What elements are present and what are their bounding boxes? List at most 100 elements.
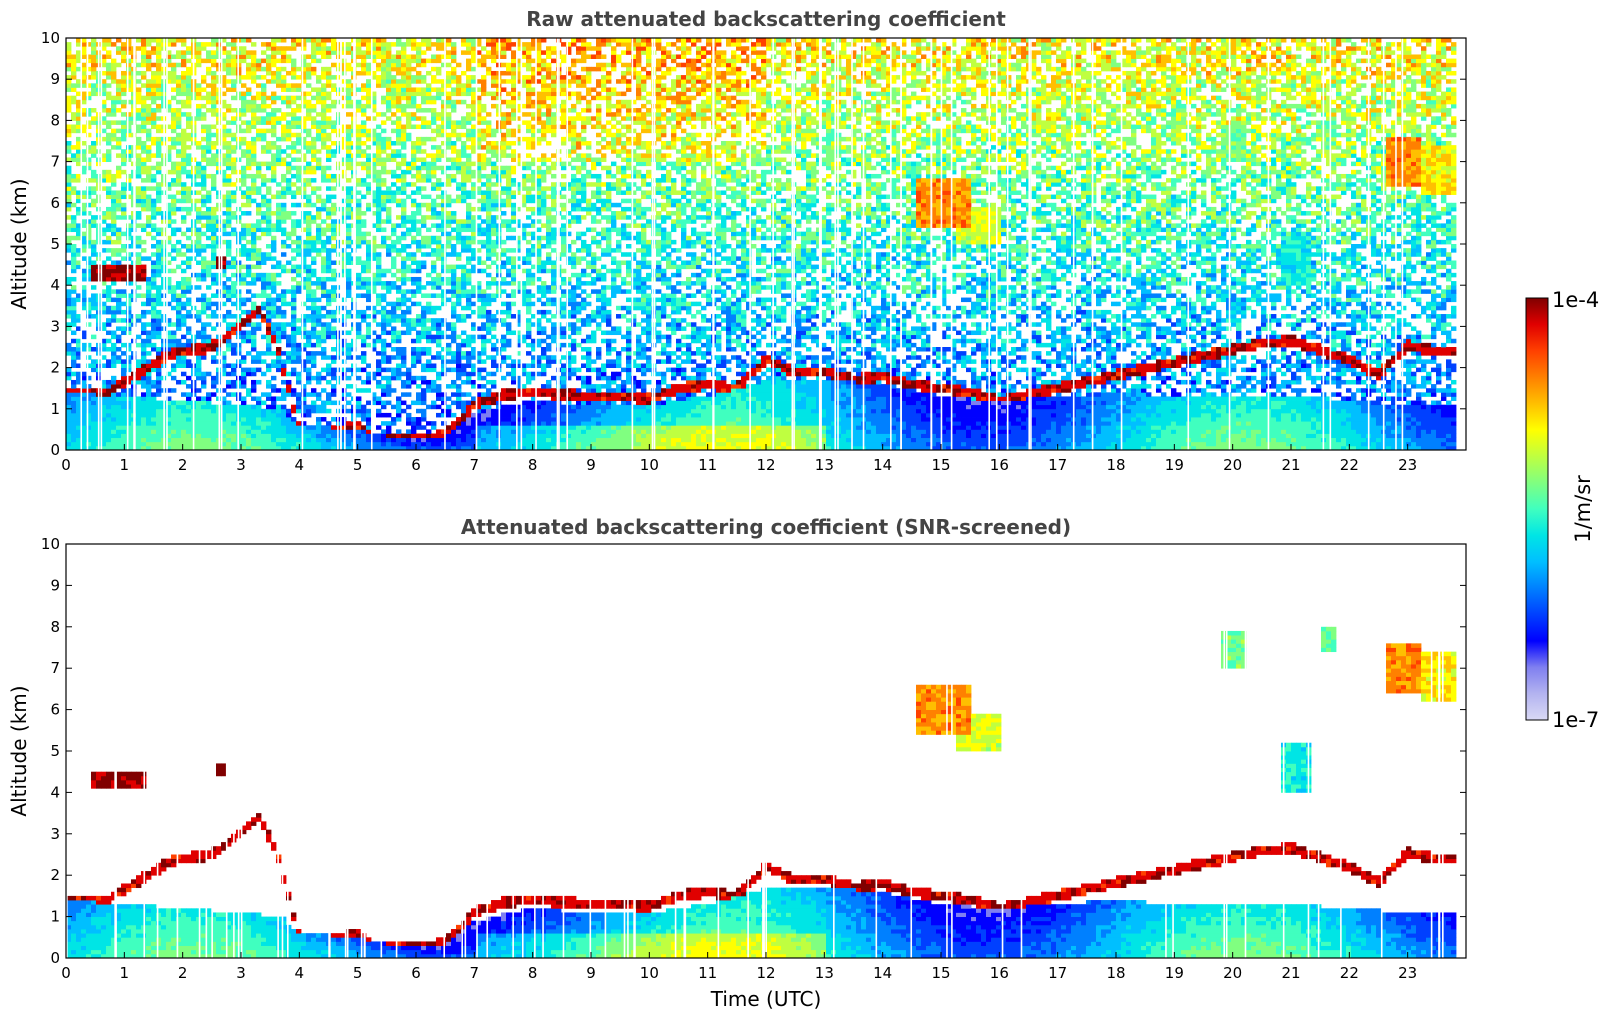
heatmap-cell: [281, 38, 287, 43]
heatmap-cell: [86, 244, 92, 249]
heatmap-cell: [306, 165, 312, 171]
heatmap-cell: [196, 112, 202, 117]
heatmap-cell: [211, 173, 217, 179]
heatmap-cell: [401, 178, 407, 183]
heatmap-cell: [226, 211, 232, 216]
heatmap-cell: [186, 50, 192, 55]
heatmap-cell: [146, 38, 152, 43]
heatmap-cell: [306, 293, 312, 298]
heatmap-cell: [156, 244, 162, 249]
heatmap-cell: [211, 153, 217, 158]
heatmap-cell: [346, 260, 352, 265]
heatmap-cell: [116, 141, 122, 146]
heatmap-cell: [266, 198, 272, 204]
heatmap-cell: [296, 132, 302, 138]
heatmap-cell: [126, 38, 132, 43]
heatmap-cell: [201, 112, 207, 117]
heatmap-cell: [411, 38, 417, 43]
heatmap-cell: [331, 326, 337, 331]
heatmap-cell: [411, 235, 417, 241]
heatmap-cell: [196, 91, 202, 97]
heatmap-cell: [276, 309, 282, 315]
heatmap-cell: [436, 388, 442, 393]
heatmap-cell: [221, 351, 227, 356]
heatmap-cell: [136, 91, 142, 97]
heatmap-cell: [311, 120, 317, 125]
heatmap-cell: [416, 54, 422, 59]
heatmap-cell: [221, 116, 227, 121]
heatmap-cell: [366, 281, 372, 286]
heatmap-cell: [246, 157, 252, 162]
heatmap-cell: [121, 70, 127, 76]
heatmap-cell: [421, 165, 427, 171]
heatmap-cell: [186, 363, 192, 368]
heatmap-cell: [116, 99, 122, 105]
heatmap-cell: [106, 384, 112, 389]
heatmap-cell: [271, 429, 277, 434]
heatmap-cell: [301, 116, 307, 121]
heatmap-cell: [86, 239, 92, 245]
heatmap-cell: [101, 264, 107, 270]
heatmap-cell: [346, 112, 352, 117]
heatmap-cell: [356, 62, 362, 68]
heatmap-cell: [101, 46, 107, 51]
heatmap-cell: [261, 91, 267, 97]
heatmap-cell: [266, 351, 272, 356]
heatmap-cell: [171, 425, 177, 430]
heatmap-cell: [286, 379, 292, 385]
heatmap-cell: [151, 392, 157, 397]
heatmap-cell: [201, 153, 207, 158]
heatmap-cell: [401, 202, 407, 208]
heatmap-cell: [376, 396, 382, 401]
heatmap-cell: [346, 128, 352, 134]
heatmap-cell: [231, 136, 237, 142]
heatmap-cell: [271, 314, 277, 319]
heatmap-cell: [101, 342, 107, 348]
heatmap-cell: [411, 301, 417, 307]
heatmap-cell: [181, 42, 187, 47]
heatmap-cell: [356, 244, 362, 249]
heatmap-cell: [156, 445, 162, 450]
heatmap-cell: [386, 186, 392, 191]
heatmap-cell: [151, 412, 157, 418]
heatmap-cell: [111, 120, 117, 125]
heatmap-cell: [181, 182, 187, 187]
heatmap-cell: [291, 392, 297, 397]
heatmap-cell: [381, 112, 387, 117]
heatmap-cell: [121, 161, 127, 167]
heatmap-cell: [416, 173, 422, 179]
heatmap-cell: [226, 120, 232, 125]
heatmap-cell: [81, 396, 87, 401]
heatmap-cell: [346, 132, 352, 138]
heatmap-cell: [201, 347, 207, 352]
heatmap-cell: [326, 103, 332, 109]
heatmap-cell: [336, 309, 342, 315]
heatmap-cell: [241, 384, 247, 389]
heatmap-cell: [116, 309, 122, 315]
heatmap-cell: [251, 367, 257, 373]
heatmap-cell: [111, 363, 117, 368]
heatmap-cell: [171, 231, 177, 237]
heatmap-cell: [301, 62, 307, 68]
heatmap-cell: [221, 408, 227, 414]
heatmap-cell: [316, 375, 322, 381]
heatmap-cell: [331, 83, 337, 88]
heatmap-cell: [226, 153, 232, 158]
heatmap-cell: [146, 58, 152, 64]
heatmap-cell: [431, 379, 437, 385]
heatmap-cell: [116, 62, 122, 68]
heatmap-cell: [396, 178, 402, 183]
heatmap-cell: [361, 445, 367, 450]
heatmap-cell: [366, 264, 372, 270]
heatmap-cell: [166, 347, 172, 352]
heatmap-cell: [246, 322, 252, 327]
heatmap-cell: [296, 169, 302, 175]
heatmap-cell: [366, 408, 372, 414]
heatmap-cell: [111, 433, 117, 439]
heatmap-cell: [116, 400, 122, 406]
heatmap-cell: [266, 281, 272, 286]
heatmap-cell: [391, 112, 397, 117]
heatmap-cell: [151, 272, 157, 278]
heatmap-cell: [206, 211, 212, 216]
heatmap-cell: [276, 79, 282, 84]
